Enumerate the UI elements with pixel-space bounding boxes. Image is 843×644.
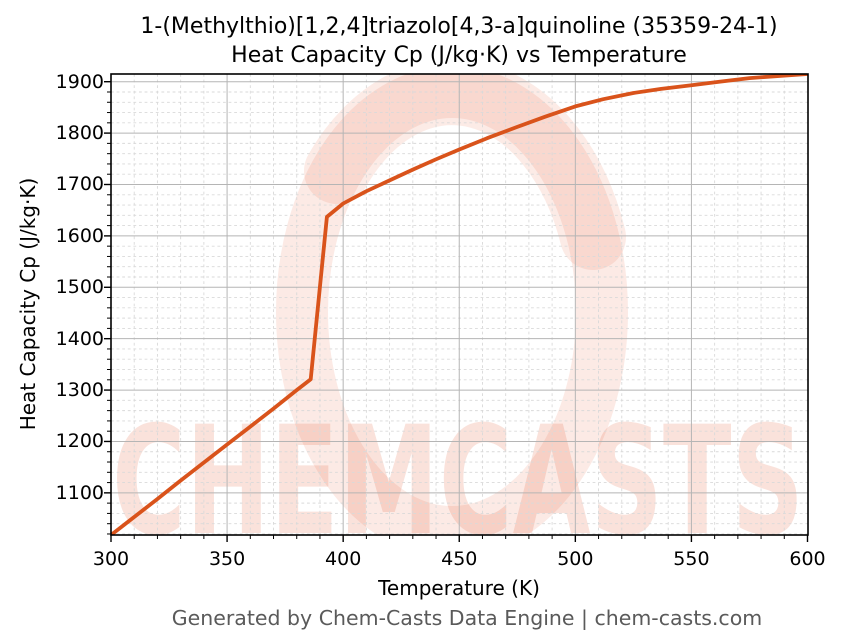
x-tick-label: 600 — [789, 548, 826, 570]
y-tick-label: 1900 — [55, 70, 104, 93]
x-tick-label: 400 — [325, 548, 362, 570]
chart-title: 1-(Methylthio)[1,2,4]triazolo[4,3-a]quin… — [140, 13, 777, 70]
watermark-logo-ring — [276, 74, 628, 535]
y-tick-label: 1200 — [55, 430, 104, 453]
plot-frame — [110, 73, 809, 536]
footer-credit: Generated by Chem-Casts Data Engine | ch… — [171, 606, 763, 630]
major-gridlines — [111, 74, 808, 535]
chart-title-line-1: 1-(Methylthio)[1,2,4]triazolo[4,3-a]quin… — [140, 14, 778, 39]
y-tick-label: 1400 — [55, 327, 104, 350]
x-tick-label: 500 — [557, 548, 594, 570]
chart-title-line-2: Heat Capacity Cp (J/kg·K) vs Temperature — [231, 42, 687, 68]
x-tick-label: 450 — [441, 548, 478, 570]
y-tick-label: 1600 — [55, 224, 104, 247]
y-tick-label: 1300 — [55, 379, 104, 402]
y-axis-label: Heat Capacity Cp (J/kg·K) — [16, 177, 40, 431]
y-tick-label: 1700 — [55, 173, 104, 196]
y-tick-label: 1800 — [55, 122, 104, 145]
watermark-logo-swirl — [304, 74, 626, 270]
cp-curve — [111, 74, 808, 535]
y-tick-label: 1500 — [55, 276, 104, 299]
x-tick-label: 350 — [208, 548, 246, 570]
y-tick-label: 1100 — [55, 481, 104, 504]
cp-vs-temperature-line — [111, 74, 808, 535]
x-axis-label: Temperature (K) — [378, 576, 540, 600]
x-tick-label: 300 — [92, 548, 130, 570]
x-tick-label: 550 — [673, 548, 710, 570]
